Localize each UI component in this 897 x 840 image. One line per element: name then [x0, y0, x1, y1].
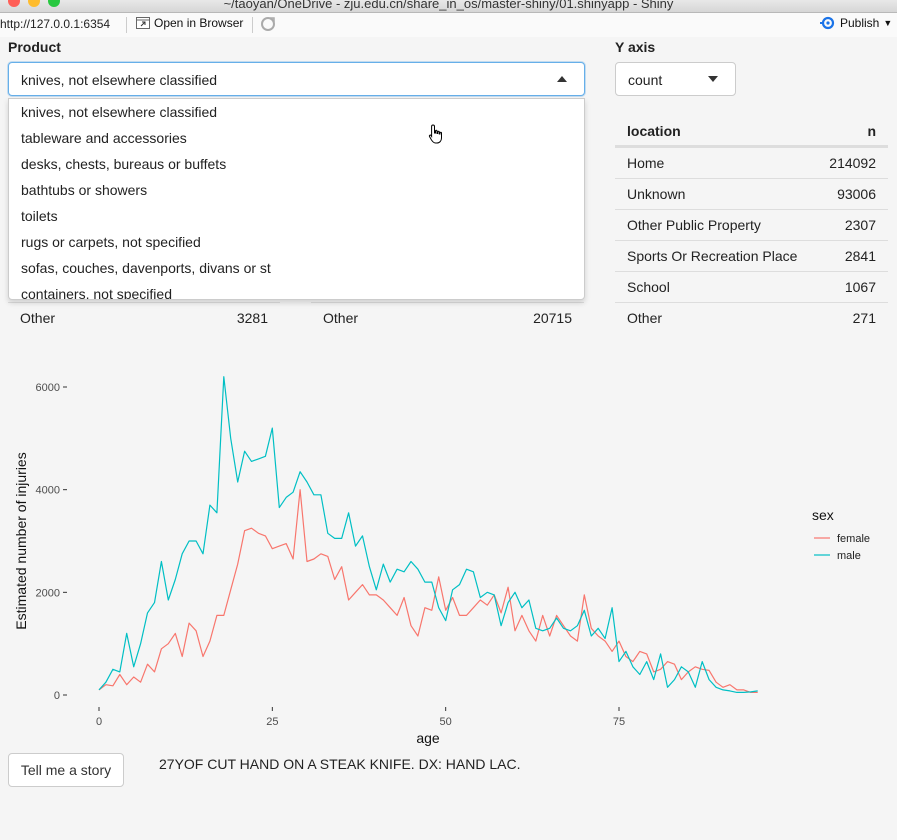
open-in-browser-label: Open in Browser [154, 16, 244, 30]
x-axis-title: age [416, 730, 440, 746]
table-row: Other 20715 [311, 302, 584, 333]
x-tick-label: 75 [613, 716, 625, 728]
publish-icon [820, 16, 835, 30]
injuries-by-age-chart: 0 2000 4000 6000 0 25 50 75 age Estimated number … [13, 376, 870, 746]
legend-label-female: female [837, 533, 870, 545]
chevron-down-icon [708, 76, 718, 82]
x-tick-label: 50 [440, 716, 452, 728]
table-row: School 1067 [615, 271, 888, 302]
table-cell: 271 [852, 310, 876, 326]
table-cell: 93006 [837, 186, 876, 202]
table-row: Other Public Property 2307 [615, 209, 888, 240]
toolbar-separator [252, 17, 253, 33]
n-column-header: n [867, 123, 876, 139]
legend-label-male: male [837, 550, 861, 562]
product-option[interactable]: tableware and accessories [21, 130, 187, 146]
table-cell: School [627, 279, 670, 295]
y-tick-label: 2000 [36, 587, 60, 599]
y-axis-title: Estimated number of injuries [13, 452, 29, 629]
table-cell: Unknown [627, 186, 686, 202]
x-tick-label: 25 [266, 716, 278, 728]
close-window-button[interactable] [8, 0, 20, 7]
refresh-icon[interactable] [260, 16, 276, 32]
viewer-toolbar: http://127.0.0.1:6354 Open in Browser Pu… [0, 13, 897, 37]
product-option[interactable]: rugs or carpets, not specified [21, 234, 201, 250]
table-cell: 2307 [844, 217, 876, 233]
table-header: location n [615, 116, 888, 147]
location-column-header: location [627, 123, 681, 139]
y-tick-label: 4000 [36, 485, 60, 497]
series-line-female [98, 489, 758, 693]
minimize-window-button[interactable] [28, 0, 40, 7]
product-selected-value: knives, not elsewhere classified [21, 72, 218, 88]
yaxis-label: Y axis [615, 39, 656, 55]
product-option[interactable]: toilets [21, 208, 58, 224]
y-tick-label: 6000 [36, 382, 60, 394]
tell-story-button[interactable]: Tell me a story [8, 753, 124, 787]
product-option[interactable]: bathtubs or showers [21, 182, 148, 198]
product-option[interactable]: knives, not elsewhere classified [21, 104, 218, 120]
product-option[interactable]: sofas, couches, davenports, divans or st [21, 260, 271, 276]
product-dropdown-menu: knives, not elsewhere classified tablewar… [8, 98, 585, 300]
publish-label: Publish [840, 16, 880, 30]
legend-title: sex [812, 507, 834, 523]
publish-button[interactable]: Publish ▼ [820, 16, 892, 30]
table-cell: Other [20, 310, 56, 326]
table-cell: 214092 [829, 155, 876, 171]
table-row: Sports Or Recreation Place 2841 [615, 240, 888, 271]
table-cell: 2841 [844, 248, 876, 264]
table-row: Other 3281 [8, 302, 280, 333]
table-row: Home 214092 [615, 147, 888, 178]
yaxis-select[interactable]: count [615, 62, 736, 96]
table-cell: 20715 [533, 310, 572, 326]
product-select[interactable]: knives, not elsewhere classified [8, 62, 585, 96]
chevron-down-icon[interactable]: ▼ [883, 18, 893, 28]
table-cell: Sports Or Recreation Place [627, 248, 798, 264]
hand-cursor-icon [428, 124, 442, 144]
table-cell: 1067 [844, 279, 876, 295]
x-tick-label: 0 [96, 716, 102, 728]
table-cell: 3281 [236, 310, 268, 326]
table-cell: Other [627, 310, 663, 326]
table-cell: Other [323, 310, 359, 326]
zoom-window-button[interactable] [48, 0, 60, 7]
yaxis-selected-value: count [628, 72, 663, 88]
series-line-male [98, 376, 758, 693]
product-option[interactable]: containers, not specified [21, 286, 172, 300]
table-row: Unknown 93006 [615, 178, 888, 209]
table-cell: Home [627, 155, 665, 171]
url-display: http://127.0.0.1:6354 [0, 17, 111, 31]
table-row: Other 271 [615, 302, 888, 333]
chevron-up-icon [557, 76, 567, 82]
table-cell: Other Public Property [627, 217, 761, 233]
window-titlebar: ~/taoyan/OneDrive - zju.edu.cn/share_in_… [0, 0, 897, 13]
open-in-browser-button[interactable]: Open in Browser [136, 16, 243, 30]
window-title: ~/taoyan/OneDrive - zju.edu.cn/share_in_… [223, 0, 674, 11]
product-label: Product [8, 39, 61, 55]
browser-window-icon [136, 17, 150, 29]
story-narrative: 27YOF CUT HAND ON A STEAK KNIFE. DX: HAN… [159, 756, 521, 772]
y-tick-label: 0 [54, 690, 60, 702]
toolbar-separator [126, 17, 127, 33]
product-option[interactable]: desks, chests, bureaus or buffets [21, 156, 227, 172]
